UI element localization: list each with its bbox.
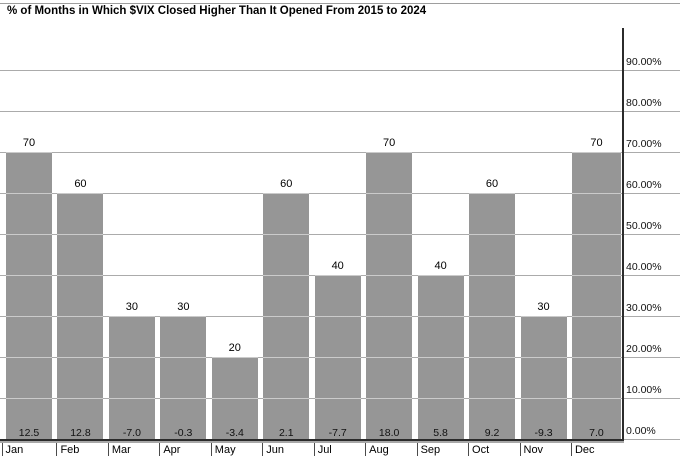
top-border-line [0,3,680,4]
bar-top-label-feb: 60 [74,178,87,190]
x-axis-line [0,439,624,441]
y-axis-label-90: 90.00% [626,56,662,68]
month-tick-dec [570,443,572,456]
bar-value-label-may: -3.4 [225,427,244,439]
month-label-dec: Dec [574,444,595,456]
bar-may [211,357,258,439]
gridline-80 [0,111,680,112]
bar-dec [571,152,621,439]
bar-mar [108,316,155,439]
month-label-jul: Jul [317,444,332,456]
bar-value-label-feb: 12.8 [70,427,91,439]
month-tick-jan [1,443,3,456]
month-tick-nov [519,443,521,456]
bar-value-label-jan: 12.5 [18,427,40,439]
chart-title: % of Months in Which $VIX Closed Higher … [7,5,427,17]
bar-value-label-dec: 7.0 [589,427,604,439]
bar-nov [520,316,567,439]
month-tick-jul [313,443,315,456]
bar-top-label-jan: 70 [22,137,36,149]
bar-value-label-jun: 2.1 [278,427,294,439]
bar-value-label-jul: -7.7 [328,427,347,439]
y-axis-label-20: 20.00% [626,343,662,355]
bar-value-label-sep: 5.8 [433,427,448,439]
month-label-jun: Jun [266,444,284,456]
y-axis-label-70: 70.00% [626,138,662,150]
bar-feb [57,193,104,439]
bar-top-label-sep: 40 [434,260,447,272]
y-axis-label-0: 0.00% [626,425,656,437]
y-axis-label-50: 50.00% [626,220,662,232]
month-tick-apr [159,443,161,456]
y-axis-label-10: 10.00% [626,384,662,396]
bar-value-label-apr: -0.3 [174,427,193,439]
month-tick-oct [468,443,470,456]
y-axis-label-80: 80.00% [626,97,662,109]
bar-oct [469,193,516,439]
month-label-oct: Oct [472,444,490,456]
month-tick-mar [107,443,109,456]
bar-top-label-mar: 30 [125,301,139,313]
month-tick-jun [262,443,264,456]
y-axis-line [622,28,624,441]
bar-top-label-nov: 30 [537,301,550,313]
month-label-nov: Nov [523,444,544,456]
y-axis-label-30: 30.00% [626,302,662,314]
bar-sep [417,275,464,439]
gridline-70 [0,152,680,153]
month-tick-aug [365,443,367,456]
month-label-mar: Mar [111,444,131,456]
x-axis-shadow [0,441,624,443]
bar-top-label-dec: 70 [590,137,603,149]
bar-top-label-may: 20 [228,342,241,354]
gridline-60 [0,193,680,194]
bar-aug [366,152,413,439]
month-tick-feb [56,443,58,456]
month-label-feb: Feb [60,444,80,456]
month-tick-may [210,443,212,456]
month-label-apr: Apr [163,444,181,456]
y-axis-label-60: 60.00% [626,179,662,191]
bar-value-label-aug: 18.0 [378,427,400,439]
bar-top-label-jun: 60 [280,178,293,190]
month-label-aug: Aug [369,444,389,456]
bar-value-label-oct: 9.2 [484,427,500,439]
month-label-jan: Jan [5,444,24,456]
month-tick-sep [416,443,418,456]
y-axis-label-40: 40.00% [626,261,662,273]
month-label-sep: Sep [420,444,441,456]
bar-jun [263,193,310,439]
bar-value-label-mar: -7.0 [122,427,141,439]
bar-jan [6,152,52,439]
bar-top-label-oct: 60 [485,178,499,190]
gridline-90 [0,70,680,71]
bar-top-label-jul: 40 [331,260,344,272]
bar-jul [314,275,361,439]
gridline-50 [0,234,680,235]
bar-value-label-nov: -9.3 [534,427,553,439]
bar-top-label-apr: 30 [177,301,190,313]
bar-top-label-aug: 70 [383,137,396,149]
month-label-may: May [214,444,236,456]
bar-apr [160,316,207,439]
